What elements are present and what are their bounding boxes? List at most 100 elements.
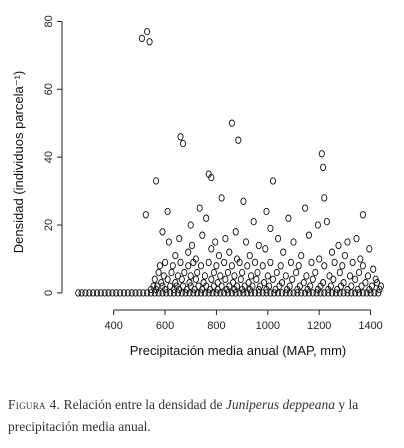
data-point bbox=[138, 34, 145, 43]
data-point bbox=[182, 289, 189, 297]
data-point bbox=[331, 258, 338, 267]
data-point bbox=[93, 289, 101, 297]
data-point bbox=[147, 289, 154, 297]
data-point bbox=[339, 262, 346, 270]
data-point bbox=[146, 38, 153, 46]
data-point bbox=[366, 245, 373, 253]
data-point bbox=[232, 228, 239, 236]
data-point bbox=[167, 289, 174, 297]
data-point bbox=[86, 289, 93, 297]
data-point bbox=[244, 289, 251, 297]
data-point bbox=[178, 289, 185, 297]
data-point bbox=[178, 275, 185, 283]
data-point bbox=[176, 234, 183, 243]
data-point bbox=[250, 217, 257, 226]
data-point bbox=[332, 289, 339, 297]
data-point bbox=[303, 272, 310, 280]
data-point bbox=[190, 289, 197, 297]
data-point bbox=[186, 279, 193, 287]
data-point bbox=[344, 289, 351, 297]
data-point bbox=[97, 289, 104, 297]
data-point bbox=[309, 289, 316, 297]
data-point bbox=[336, 268, 343, 277]
data-point bbox=[177, 258, 184, 267]
data-point bbox=[346, 272, 354, 280]
data-point bbox=[187, 221, 194, 229]
data-point bbox=[289, 275, 296, 283]
x-axis-title: Precipitación media anual (MAP, mm) bbox=[130, 343, 347, 358]
data-point bbox=[231, 272, 238, 280]
data-point bbox=[313, 289, 320, 297]
data-point bbox=[273, 268, 280, 277]
data-point bbox=[323, 217, 330, 226]
data-point bbox=[186, 289, 193, 297]
data-point bbox=[254, 268, 261, 277]
data-point bbox=[128, 289, 135, 297]
data-point bbox=[170, 289, 178, 297]
data-point bbox=[287, 258, 294, 267]
data-point bbox=[187, 272, 194, 280]
data-point bbox=[101, 289, 108, 297]
data-point bbox=[209, 289, 216, 297]
data-point bbox=[78, 289, 85, 297]
data-point bbox=[348, 289, 355, 297]
data-point bbox=[165, 238, 172, 246]
data-point bbox=[228, 289, 235, 297]
data-point bbox=[153, 177, 160, 185]
data-point bbox=[244, 262, 251, 270]
data-point bbox=[255, 289, 262, 297]
data-point bbox=[371, 289, 378, 297]
data-point bbox=[325, 289, 332, 297]
data-point bbox=[321, 262, 328, 270]
data-point bbox=[248, 272, 255, 280]
data-point bbox=[240, 197, 247, 205]
data-point bbox=[213, 262, 220, 270]
data-point bbox=[208, 245, 215, 253]
axes bbox=[61, 21, 371, 311]
data-point bbox=[174, 289, 181, 297]
data-point bbox=[205, 289, 212, 297]
y-tick-label: 40 bbox=[43, 151, 55, 163]
data-point bbox=[136, 289, 143, 297]
data-point bbox=[203, 214, 210, 222]
data-point bbox=[181, 268, 188, 277]
data-point bbox=[242, 238, 250, 246]
data-point bbox=[282, 272, 289, 280]
data-point bbox=[362, 279, 369, 287]
data-point bbox=[352, 275, 359, 283]
data-point bbox=[340, 289, 347, 297]
x-tick-label: 600 bbox=[156, 320, 174, 332]
data-point bbox=[359, 289, 366, 297]
data-point bbox=[124, 289, 131, 297]
data-point bbox=[194, 268, 201, 277]
x-tick-label: 1200 bbox=[307, 320, 331, 332]
data-point bbox=[201, 272, 208, 280]
data-point bbox=[251, 258, 259, 267]
data-point bbox=[349, 258, 356, 267]
data-point bbox=[259, 289, 266, 297]
data-point bbox=[120, 289, 128, 297]
data-point bbox=[316, 255, 323, 263]
data-point bbox=[75, 289, 82, 297]
data-point bbox=[277, 262, 284, 270]
data-point bbox=[217, 289, 224, 297]
data-point bbox=[328, 248, 336, 256]
data-point bbox=[267, 224, 274, 233]
data-point bbox=[278, 289, 286, 297]
data-point bbox=[294, 289, 301, 297]
data-point bbox=[222, 275, 229, 283]
data-point bbox=[267, 289, 274, 297]
data-point bbox=[298, 289, 305, 297]
data-point bbox=[330, 275, 337, 283]
data-point bbox=[312, 268, 319, 277]
figure-caption: Figura 4. Relación entre la densidad de … bbox=[8, 394, 400, 438]
data-point bbox=[298, 251, 305, 260]
data-point bbox=[201, 289, 208, 297]
data-point bbox=[177, 133, 184, 141]
data-point bbox=[226, 248, 233, 256]
data-point bbox=[163, 289, 170, 297]
data-point bbox=[179, 139, 187, 148]
data-point bbox=[159, 289, 166, 297]
data-point bbox=[320, 163, 327, 171]
data-point bbox=[290, 289, 297, 297]
